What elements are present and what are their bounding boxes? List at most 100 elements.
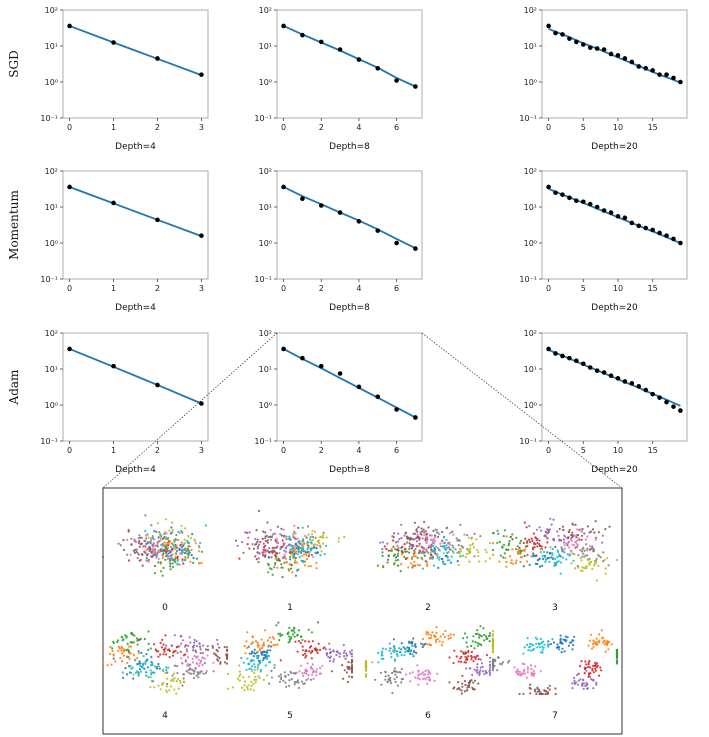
embedding-point	[283, 542, 286, 545]
data-point	[553, 190, 558, 195]
embedding-point	[256, 656, 259, 660]
embedding-point	[488, 664, 492, 667]
embedding-point	[198, 672, 201, 675]
embedding-point	[125, 649, 128, 652]
embedding-point	[264, 531, 267, 534]
embedding-point	[318, 672, 321, 675]
embedding-point	[121, 639, 124, 642]
embedding-point	[380, 651, 383, 655]
embedding-point	[179, 650, 182, 653]
embedding-point	[542, 646, 545, 649]
embedding-point	[176, 665, 179, 668]
embedding-point	[268, 547, 271, 550]
embedding-point	[538, 688, 541, 691]
embedding-point	[404, 650, 407, 654]
embedding-point	[290, 567, 293, 570]
embedding-point	[469, 551, 472, 554]
embedding-point	[577, 537, 580, 540]
data-point	[155, 382, 160, 388]
embedding-point	[298, 670, 301, 673]
embedding-point	[293, 524, 296, 527]
embedding-point	[396, 654, 399, 658]
embedding-point	[595, 662, 599, 665]
embedding-point	[556, 645, 560, 649]
embedding-point	[244, 652, 247, 655]
embedding-point	[195, 557, 199, 560]
y-tick-label: 10⁻¹	[40, 437, 58, 446]
data-point	[580, 199, 586, 205]
embedding-point	[550, 523, 553, 526]
embedding-point	[545, 558, 548, 561]
embedding-point	[588, 561, 591, 565]
embedding-point	[525, 643, 529, 647]
embedding-point	[243, 684, 246, 687]
embedding-point	[296, 634, 299, 637]
embedding-point	[408, 646, 411, 650]
embedding-point	[583, 556, 586, 559]
embedding-point	[423, 533, 426, 537]
embedding-point	[516, 545, 519, 548]
embedding-point	[436, 556, 439, 559]
embedding-point	[393, 563, 396, 566]
embedding-point	[491, 633, 495, 636]
embedding-point	[594, 669, 597, 672]
embedding-point	[574, 567, 577, 570]
embedding-point	[238, 670, 241, 673]
embedding-point	[557, 534, 560, 537]
embedding-point	[545, 690, 548, 693]
embedding-point	[529, 683, 532, 686]
embedding-point	[212, 661, 215, 664]
embedding-point	[256, 666, 259, 669]
embedding-point	[219, 660, 222, 664]
embedding-point	[189, 536, 192, 540]
embedding-point	[569, 641, 572, 644]
embedding-point	[457, 686, 460, 690]
x-tick-label: 1	[111, 284, 116, 293]
embedding-point	[152, 546, 155, 549]
embedding-point	[150, 671, 153, 674]
embedding-point	[583, 567, 586, 570]
embedding-point	[414, 548, 417, 551]
embedding-point	[455, 537, 458, 540]
embedding-point	[288, 679, 291, 682]
data-point	[413, 415, 418, 420]
embedding-point	[264, 664, 267, 667]
data-point	[111, 40, 116, 45]
embedding-point	[502, 543, 506, 547]
embedding-point	[447, 546, 450, 549]
embedding-point	[273, 563, 277, 566]
data-point	[318, 363, 324, 369]
embedding-point	[273, 550, 276, 553]
embedding-point	[588, 659, 591, 663]
embedding-point	[565, 558, 568, 561]
embedding-point	[513, 666, 516, 669]
embedding-point	[278, 551, 281, 555]
y-tick-label: 10⁰	[259, 401, 272, 410]
embedding-point	[466, 534, 469, 537]
embedding-point	[463, 533, 466, 536]
embedding-point	[531, 555, 534, 558]
embedding-point	[236, 677, 240, 680]
embedding-point	[552, 557, 555, 560]
data-point	[318, 203, 324, 208]
embedding-point	[504, 556, 507, 560]
embedding-point	[141, 666, 144, 669]
embedding-point	[278, 680, 282, 683]
embedding-point	[478, 673, 481, 677]
embedding-point	[162, 653, 165, 656]
data-point	[601, 47, 607, 52]
embedding-point	[280, 676, 283, 679]
embedding-point	[566, 544, 569, 547]
embedding-point	[272, 532, 275, 535]
embedding-point	[194, 649, 197, 652]
embedding-point	[289, 548, 292, 551]
embedding-point	[457, 544, 460, 547]
embedding-point	[147, 630, 150, 633]
embedding-point	[379, 541, 382, 544]
embedding-point	[529, 540, 532, 544]
embedding-point	[393, 669, 396, 672]
embedding-point	[336, 650, 339, 653]
embedding-point	[483, 673, 486, 676]
embedding-point	[532, 672, 535, 676]
embedding-point	[519, 552, 522, 555]
